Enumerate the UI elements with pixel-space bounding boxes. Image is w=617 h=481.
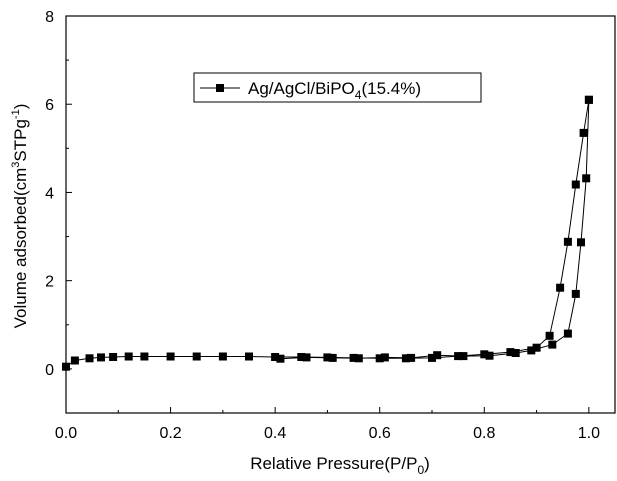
x-axis-label: Relative Pressure(P/P0) xyxy=(250,454,430,477)
data-point-adsorption xyxy=(245,352,253,361)
y-axis-ticks: 0 2 4 6 8 xyxy=(45,9,72,414)
data-point-adsorption xyxy=(556,283,565,292)
y-axis-label-after: ) xyxy=(11,104,30,110)
data-point-desorption xyxy=(527,346,536,355)
data-point-adsorption xyxy=(506,348,515,357)
data-point-adsorption xyxy=(532,343,541,352)
data-point-desorption xyxy=(354,354,363,363)
x-axis-label-text: Relative Pressure(P/P xyxy=(250,454,417,473)
plot-frame xyxy=(65,15,616,414)
x-tick-label: 0.4 xyxy=(264,425,286,442)
data-point-adsorption xyxy=(192,352,201,361)
legend-box xyxy=(193,72,482,103)
data-point-desorption xyxy=(582,174,591,183)
data-point-desorption xyxy=(563,329,572,338)
data-point-adsorption xyxy=(579,128,588,137)
x-tick-label: 0.2 xyxy=(159,425,181,442)
x-axis-label-after: ) xyxy=(424,454,430,473)
data-point-desorption xyxy=(302,353,311,362)
series-line-desorption xyxy=(280,99,590,360)
x-tick-label: 1.0 xyxy=(578,425,600,442)
y-axis-label-sup1: 3 xyxy=(10,162,22,168)
data-point-adsorption xyxy=(563,237,572,246)
legend: Ag/AgCl/BiPO4(15.4%) xyxy=(193,72,482,103)
data-point-adsorption xyxy=(271,353,280,361)
y-axis-label: Volume adsorbed(cm3STPg-1) xyxy=(10,104,30,329)
data-point-adsorption xyxy=(349,353,358,362)
data-point-adsorption xyxy=(97,353,105,362)
y-axis-label-text: Volume adsorbed(cm xyxy=(11,168,30,329)
data-point-adsorption xyxy=(140,352,149,361)
data-point-desorption xyxy=(433,351,442,360)
data-point-adsorption xyxy=(480,350,489,359)
data-point-adsorption xyxy=(545,331,554,340)
data-point-adsorption xyxy=(85,354,94,363)
series-points xyxy=(62,95,593,371)
data-point-desorption xyxy=(571,289,580,298)
x-axis-ticks: 0.0 0.2 0.4 0.6 0.8 1.0 xyxy=(55,407,600,442)
data-point-desorption xyxy=(407,353,416,362)
data-point-adsorption xyxy=(323,353,332,362)
data-point-adsorption xyxy=(124,352,133,361)
x-tick-label: 0.8 xyxy=(473,425,495,442)
data-point-adsorption xyxy=(375,354,384,363)
data-point-adsorption xyxy=(454,352,463,361)
legend-label: Ag/AgCl/BiPO4(15.4%) xyxy=(248,79,421,102)
data-point-adsorption xyxy=(571,180,580,189)
data-point-desorption xyxy=(548,340,557,349)
data-point-adsorption xyxy=(401,354,410,363)
data-point-desorption xyxy=(584,95,593,104)
legend-label-after: (15.4%) xyxy=(361,79,421,98)
data-point-adsorption xyxy=(70,356,79,365)
data-point-desorption xyxy=(328,353,337,362)
legend-marker xyxy=(216,84,224,92)
data-point-adsorption xyxy=(428,353,436,362)
data-point-desorption xyxy=(511,349,520,357)
x-tick-label: 0.0 xyxy=(55,425,77,442)
y-tick-label: 0 xyxy=(45,362,54,379)
y-tick-label: 2 xyxy=(45,274,54,291)
y-tick-label: 6 xyxy=(45,97,54,114)
data-point-adsorption xyxy=(166,352,175,361)
y-tick-label: 8 xyxy=(45,9,54,26)
series-lines xyxy=(65,99,590,368)
data-point-adsorption xyxy=(62,362,70,371)
data-point-desorption xyxy=(276,354,285,363)
data-point-desorption xyxy=(459,352,468,361)
data-point-adsorption xyxy=(297,353,306,361)
y-axis-label-sup2: -1 xyxy=(10,109,22,119)
legend-label-text: Ag/AgCl/BiPO xyxy=(248,79,355,98)
legend-label-sub: 4 xyxy=(355,88,362,102)
y-tick-label: 4 xyxy=(45,185,54,202)
x-tick-label: 0.6 xyxy=(369,425,391,442)
x-axis-label-sub: 0 xyxy=(417,463,424,477)
data-point-desorption xyxy=(577,238,585,247)
data-point-adsorption xyxy=(218,352,227,361)
data-point-desorption xyxy=(380,353,389,362)
data-point-adsorption xyxy=(109,353,118,361)
series-line-adsorption xyxy=(65,99,590,368)
y-axis-label-mid: STPg xyxy=(11,119,30,162)
data-point-desorption xyxy=(485,351,494,360)
